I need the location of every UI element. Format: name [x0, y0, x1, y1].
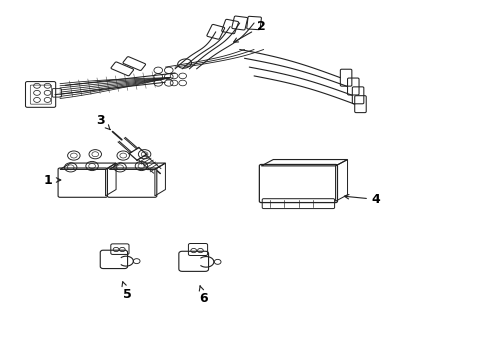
Text: 4: 4: [344, 193, 380, 206]
Text: 6: 6: [199, 286, 208, 305]
Text: 5: 5: [122, 282, 131, 301]
Text: 1: 1: [43, 174, 61, 186]
Text: 2: 2: [233, 20, 265, 42]
Text: 3: 3: [96, 113, 110, 130]
